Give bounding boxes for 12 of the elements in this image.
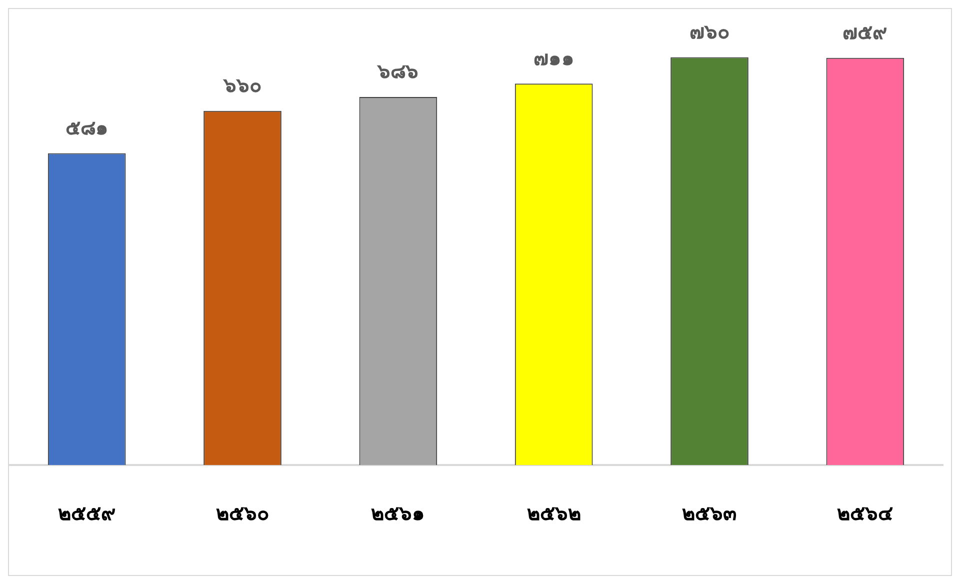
data-label: ๖๖๐ bbox=[222, 73, 262, 98]
data-label: ๗๑๑ bbox=[533, 46, 574, 70]
x-tick-label: ๒๕๕๙ bbox=[58, 501, 116, 526]
x-tick-label: ๒๕๖๐ bbox=[216, 501, 269, 526]
x-tick-label: ๒๕๖๔ bbox=[837, 501, 894, 526]
data-label: ๕๘๑ bbox=[65, 116, 108, 140]
x-tick-label: ๒๕๖๓ bbox=[682, 501, 737, 526]
data-label: ๗๕๙ bbox=[842, 20, 888, 44]
x-tick-label: ๒๕๖๒ bbox=[526, 501, 581, 526]
x-tick-label: ๒๕๖๑ bbox=[371, 501, 426, 526]
data-label: ๗๖๐ bbox=[690, 19, 730, 44]
data-label: ๖๘๖ bbox=[376, 59, 419, 84]
